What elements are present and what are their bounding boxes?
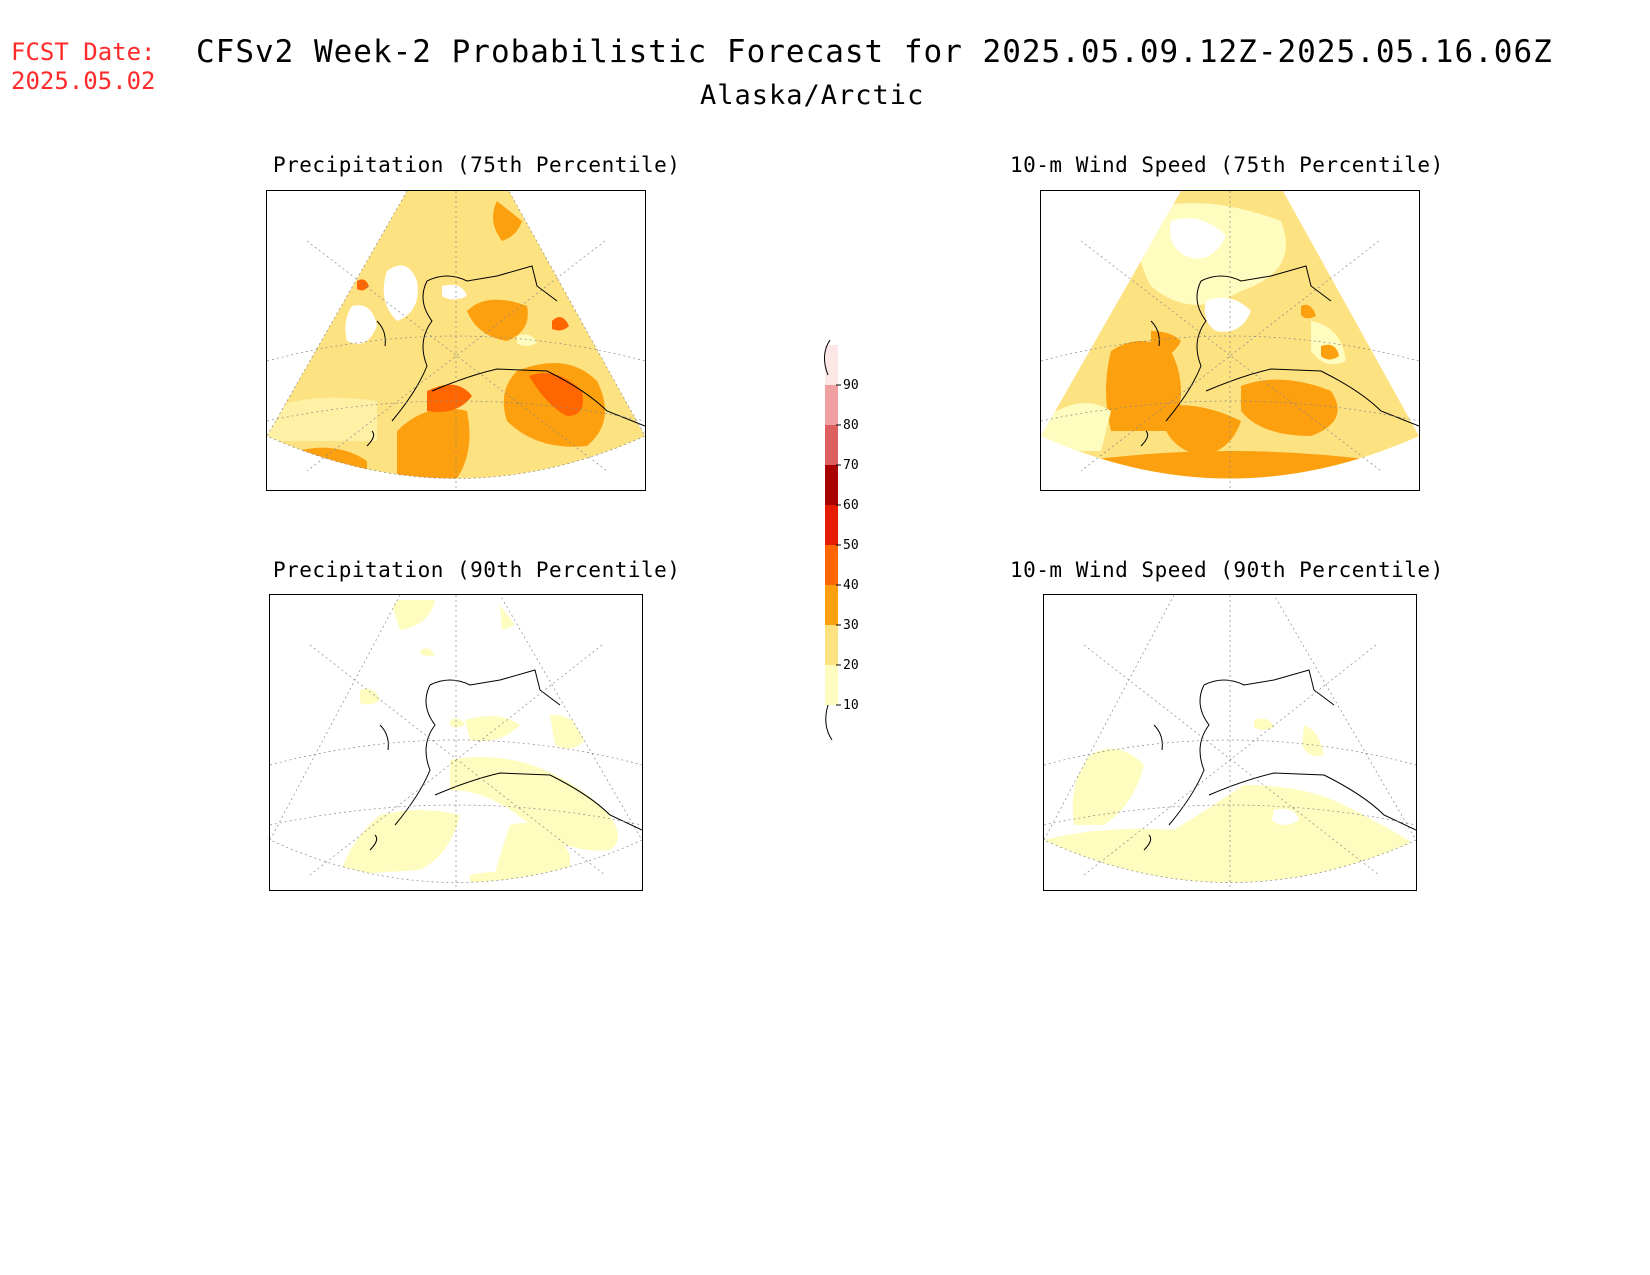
map-precip-90 <box>269 594 643 891</box>
colorbar-swatches <box>825 345 838 705</box>
colorbar-swatch <box>825 345 838 385</box>
panel-title-wind-90: 10-m Wind Speed (90th Percentile) <box>1010 558 1444 582</box>
colorbar-label: 60 <box>843 498 859 513</box>
fcst-date-text: 2025.05.02 <box>11 67 156 95</box>
map-precip-75 <box>266 190 646 491</box>
colorbar-label: 10 <box>843 698 859 713</box>
map-wind-75 <box>1040 190 1420 491</box>
colorbar-label: 90 <box>843 378 859 393</box>
colorbar-swatch <box>825 465 838 505</box>
colorbar-swatch <box>825 505 838 545</box>
forecast-date-label: FCST Date: 2025.05.02 <box>11 38 156 96</box>
region-subtitle: Alaska/Arctic <box>700 80 925 111</box>
colorbar-top-cap <box>824 339 831 376</box>
colorbar-swatch <box>825 425 838 465</box>
colorbar-swatch <box>825 585 838 625</box>
panel-title-precip-90: Precipitation (90th Percentile) <box>273 558 681 582</box>
panel-title-wind-75: 10-m Wind Speed (75th Percentile) <box>1010 153 1444 177</box>
colorbar-labels: 10 20 30 40 50 60 70 80 90 <box>836 378 859 713</box>
colorbar-label: 70 <box>843 458 859 473</box>
fcst-label-text: FCST Date: <box>11 38 156 66</box>
colorbar-label: 30 <box>843 618 859 633</box>
colorbar-swatch <box>825 665 838 705</box>
colorbar-label: 50 <box>843 538 859 553</box>
colorbar-bottom-cap <box>825 704 833 741</box>
panel-title-precip-75: Precipitation (75th Percentile) <box>273 153 681 177</box>
colorbar-label: 80 <box>843 418 859 433</box>
map-wind-90 <box>1043 594 1417 891</box>
colorbar-label: 40 <box>843 578 859 593</box>
colorbar-swatch <box>825 545 838 585</box>
colorbar-label: 20 <box>843 658 859 673</box>
colorbar-swatch <box>825 625 838 665</box>
main-title-text: CFSv2 Week-2 Probabilistic Forecast for … <box>196 34 1553 70</box>
colorbar-swatch <box>825 385 838 425</box>
colorbar: 10 20 30 40 50 60 70 80 90 <box>824 339 859 741</box>
